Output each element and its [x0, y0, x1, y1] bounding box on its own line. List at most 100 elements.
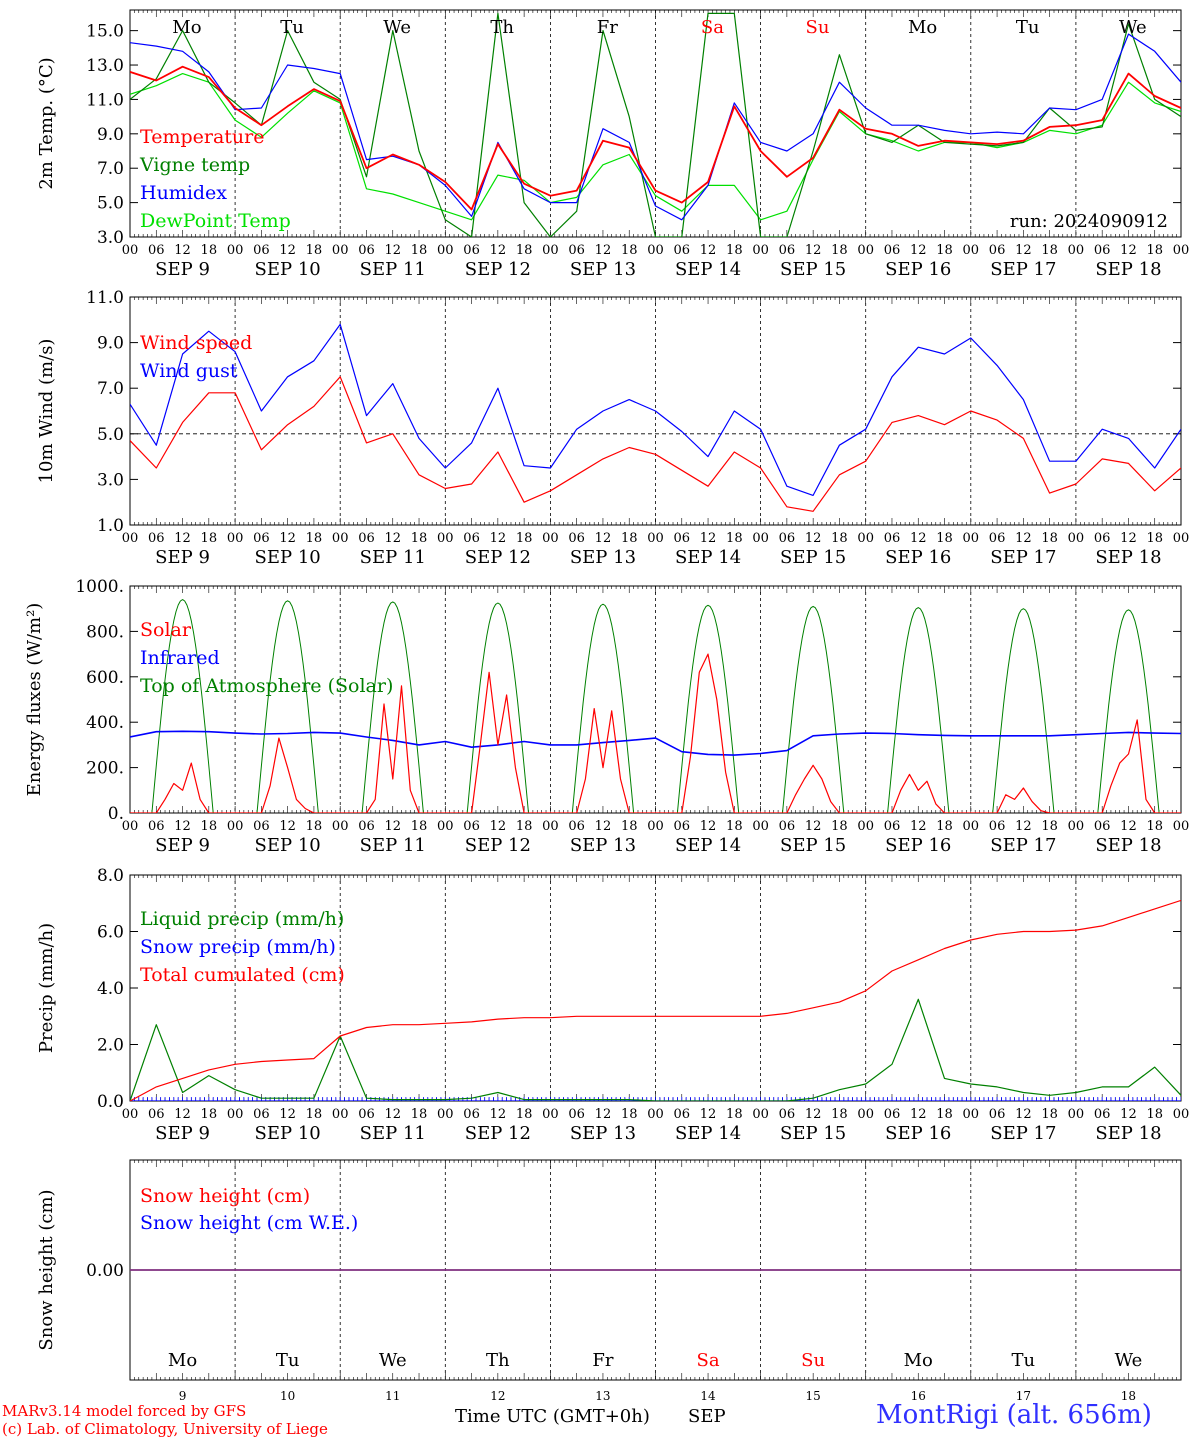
hour-tick-label: 18 [201, 1107, 218, 1122]
plot-area [130, 323, 1181, 512]
hour-tick-label: 06 [463, 531, 480, 546]
run-annotation: run: 2024090912 [1010, 211, 1168, 232]
lab-credit: (c) Lab. of Climatology, University of L… [2, 1420, 328, 1438]
hour-tick-label: 00 [437, 531, 454, 546]
series-line [130, 33, 1181, 221]
y-tick-label: 0. [108, 804, 124, 824]
y-tick-label: 0.0 [97, 1092, 124, 1112]
weekday-label: Mo [904, 1350, 933, 1371]
hour-tick-label: 12 [174, 243, 191, 258]
hour-tick-label: 00 [122, 1107, 139, 1122]
hour-tick-label: 06 [463, 243, 480, 258]
hour-tick-label: 12 [910, 243, 927, 258]
hour-tick-label: 00 [332, 819, 349, 834]
y-tick-label: 8.0 [97, 866, 124, 886]
hour-tick-label: 18 [411, 1107, 428, 1122]
hour-tick-label: 18 [726, 819, 743, 834]
hour-tick-label: 06 [989, 1107, 1006, 1122]
date-label: SEP 9 [155, 547, 210, 568]
hour-tick-label: 00 [1173, 1107, 1190, 1122]
date-label: SEP 16 [885, 259, 951, 280]
weekday-label: Mo [172, 17, 201, 38]
hour-tick-label: 06 [358, 1107, 375, 1122]
y-axis-label: Precip (mm/h) [36, 923, 57, 1053]
y-tick-label: 13.0 [86, 56, 124, 76]
hour-tick-label: 00 [647, 1107, 664, 1122]
hour-tick-label: 06 [253, 531, 270, 546]
weekday-label: Sa [701, 17, 724, 38]
y-tick-label: 15.0 [86, 22, 124, 42]
hour-tick-label: 18 [1041, 243, 1058, 258]
weekday-label: Tu [1016, 17, 1040, 38]
hour-tick-label: 00 [437, 819, 454, 834]
weekday-label: Su [806, 17, 830, 38]
legend-entry: Liquid precip (mm/h) [140, 908, 344, 930]
hour-tick-label: 12 [279, 531, 296, 546]
hour-tick-label: 12 [595, 819, 612, 834]
legend-entry: Temperature [140, 126, 264, 148]
hour-tick-label: 18 [1041, 531, 1058, 546]
hour-tick-label: 12 [279, 819, 296, 834]
hour-tick-label: 00 [1068, 1107, 1085, 1122]
weekday-label: Mo [908, 17, 937, 38]
hour-tick-label: 06 [1094, 531, 1111, 546]
date-label: SEP 11 [360, 835, 426, 856]
hour-tick-label: 00 [857, 531, 874, 546]
hour-tick-label: 00 [752, 1107, 769, 1122]
hour-tick-label: 12 [490, 819, 507, 834]
date-label: SEP 10 [255, 1123, 321, 1144]
day-number-label: 14 [700, 1389, 716, 1403]
hour-tick-label: 18 [306, 1107, 323, 1122]
weekday-label: Tu [1012, 1350, 1036, 1371]
y-tick-label: 800. [86, 622, 124, 642]
weekday-label: We [1119, 17, 1147, 38]
hour-tick-label: 18 [831, 531, 848, 546]
hour-tick-label: 06 [674, 1107, 691, 1122]
hour-tick-label: 12 [174, 819, 191, 834]
y-axis-label: Snow height (cm) [36, 1189, 57, 1350]
date-label: SEP 18 [1095, 1123, 1161, 1144]
date-label: SEP 16 [885, 835, 951, 856]
hour-tick-label: 12 [490, 243, 507, 258]
series-line [130, 376, 1181, 512]
y-tick-label: 1000. [75, 577, 124, 597]
series-line [130, 12, 1181, 237]
hour-tick-label: 12 [1120, 531, 1137, 546]
hour-tick-label: 06 [1094, 243, 1111, 258]
hour-tick-label: 06 [674, 819, 691, 834]
date-label: SEP 18 [1095, 835, 1161, 856]
hour-tick-label: 06 [463, 819, 480, 834]
hour-tick-label: 18 [516, 243, 533, 258]
weekday-label: Tu [280, 17, 304, 38]
hour-tick-label: 18 [411, 819, 428, 834]
y-axis-label: 10m Wind (m/s) [36, 339, 57, 484]
hour-tick-label: 00 [332, 243, 349, 258]
legend-entry: Snow height (cm W.E.) [140, 1212, 358, 1234]
hour-tick-label: 06 [674, 243, 691, 258]
y-tick-label: 4.0 [97, 979, 124, 999]
y-tick-label: 11.0 [86, 288, 124, 308]
hour-tick-label: 18 [936, 819, 953, 834]
date-label: SEP 11 [360, 1123, 426, 1144]
legend-entry: Snow height (cm) [140, 1185, 310, 1207]
hour-tick-label: 06 [1094, 819, 1111, 834]
date-label: SEP 12 [465, 1123, 531, 1144]
y-axis-label: Energy fluxes (W/m²) [24, 603, 45, 797]
hour-tick-label: 00 [122, 531, 139, 546]
hour-tick-label: 12 [700, 1107, 717, 1122]
hour-tick-label: 06 [358, 819, 375, 834]
date-label: SEP 12 [465, 547, 531, 568]
weekday-label: We [383, 17, 411, 38]
legend-entry: Total cumulated (cm) [140, 964, 345, 986]
hour-tick-label: 00 [1068, 819, 1085, 834]
hour-tick-label: 18 [516, 1107, 533, 1122]
hour-tick-label: 18 [831, 1107, 848, 1122]
hour-tick-label: 00 [227, 531, 244, 546]
hour-tick-label: 12 [805, 531, 822, 546]
y-tick-label: 600. [86, 668, 124, 688]
hour-tick-label: 00 [437, 243, 454, 258]
hour-tick-label: 18 [621, 531, 638, 546]
date-label: SEP 15 [780, 547, 846, 568]
hour-tick-label: 18 [726, 243, 743, 258]
date-label: SEP 16 [885, 1123, 951, 1144]
